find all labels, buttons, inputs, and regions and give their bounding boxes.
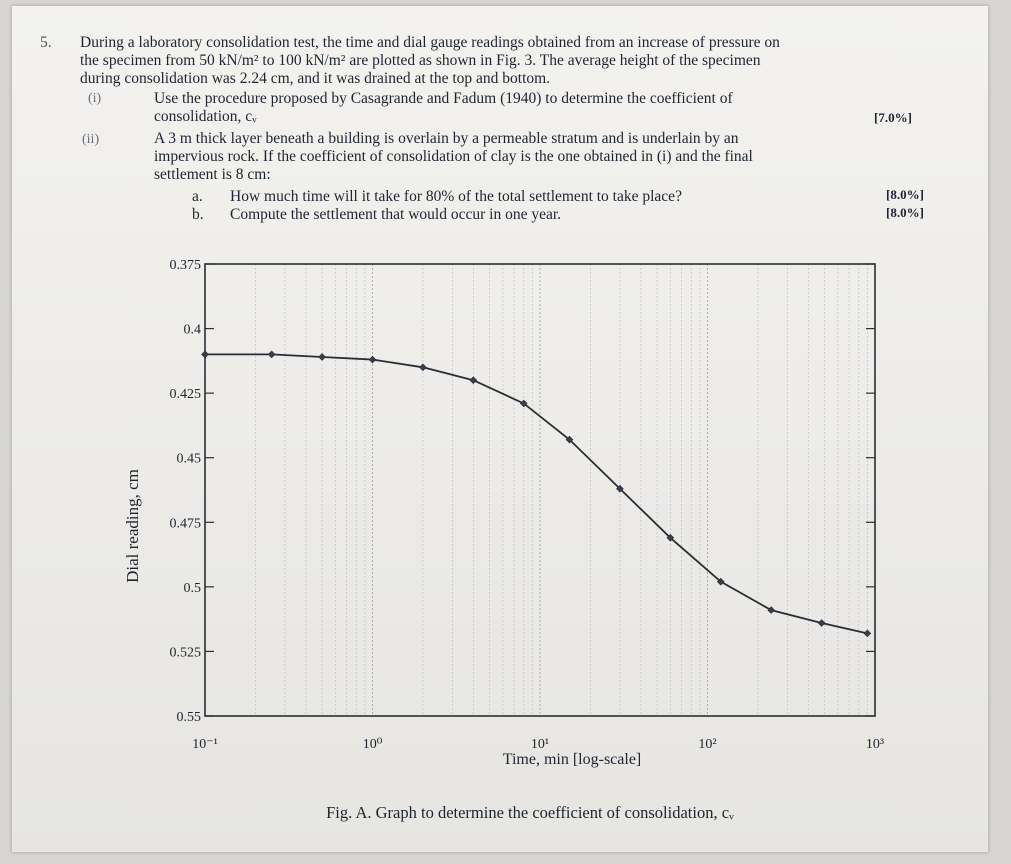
subpart-b-label: b. <box>192 206 204 223</box>
question-number: 5. <box>40 34 52 51</box>
subpart-b-marks: [8.0%] <box>886 205 924 220</box>
intro-line-2: the specimen from 50 kN/m² to 100 kN/m² … <box>80 52 761 69</box>
y-tick-label: 0.45 <box>177 452 202 467</box>
x-axis-ticks: 10⁻¹ 10⁰ 10¹ 10² 10³ <box>192 737 884 752</box>
y-tick-label: 0.425 <box>170 387 202 402</box>
figure-caption: Fig. A. Graph to determine the coefficie… <box>326 803 734 822</box>
data-point <box>817 619 826 627</box>
part-i-line-1: Use the procedure proposed by Casagrande… <box>154 90 733 107</box>
plot-frame <box>204 263 876 717</box>
part-ii-line-2: impervious rock. If the coefficient of c… <box>154 148 753 165</box>
data-point <box>565 435 574 444</box>
part-ii-label: (ii) <box>82 132 100 147</box>
x-tick-label: 10⁻¹ <box>192 737 218 752</box>
data-point <box>716 577 725 586</box>
intro-line-3: during consolidation was 2.24 cm, and it… <box>80 70 551 87</box>
data-point <box>519 399 528 408</box>
y-tick-label: 0.55 <box>177 710 202 725</box>
subpart-a-label: a. <box>192 188 203 205</box>
y-tick-label: 0.525 <box>170 645 202 660</box>
chart-grid <box>255 264 868 716</box>
series-line <box>205 353 868 635</box>
y-tick-label: 0.375 <box>170 258 202 273</box>
x-axis-label: Time, min [log-scale] <box>503 751 642 768</box>
x-tick-label: 10³ <box>866 737 884 752</box>
y-axis-ticks: 0.375 0.4 0.425 0.45 0.475 0.5 0.525 0.55 <box>170 258 875 725</box>
intro-line-1: During a laboratory consolidation test, … <box>80 34 780 51</box>
data-point <box>666 533 675 542</box>
data-point <box>318 353 326 361</box>
series-layer <box>201 350 872 638</box>
y-axis-label: Dial reading, cm <box>123 469 142 583</box>
part-ii-line-1: A 3 m thick layer beneath a building is … <box>154 130 739 147</box>
y-tick-label: 0.475 <box>170 516 202 531</box>
data-point <box>616 484 624 493</box>
subpart-a-text: How much time will it take for 80% of th… <box>230 188 682 205</box>
data-point <box>863 629 872 638</box>
part-ii-line-3: settlement is 8 cm: <box>154 166 271 183</box>
subpart-a-marks: [8.0%] <box>886 187 924 202</box>
x-tick-label: 10⁰ <box>363 737 383 752</box>
y-tick-label: 0.4 <box>184 323 202 338</box>
part-i-line-2: consolidation, cᵥ <box>154 108 257 125</box>
subpart-b-text: Compute the settlement that would occur … <box>230 206 562 223</box>
part-i-label: (i) <box>88 91 102 106</box>
part-i-marks: [7.0%] <box>874 110 912 125</box>
data-point <box>767 606 776 614</box>
exam-sheet: 5. During a laboratory consolidation tes… <box>12 6 988 852</box>
data-point <box>267 350 276 359</box>
x-tick-label: 10¹ <box>531 737 549 752</box>
data-point <box>201 350 209 359</box>
data-point <box>469 376 478 385</box>
x-tick-label: 10² <box>698 737 716 752</box>
data-point <box>419 363 427 372</box>
y-tick-label: 0.5 <box>184 581 202 596</box>
data-point <box>368 355 377 364</box>
